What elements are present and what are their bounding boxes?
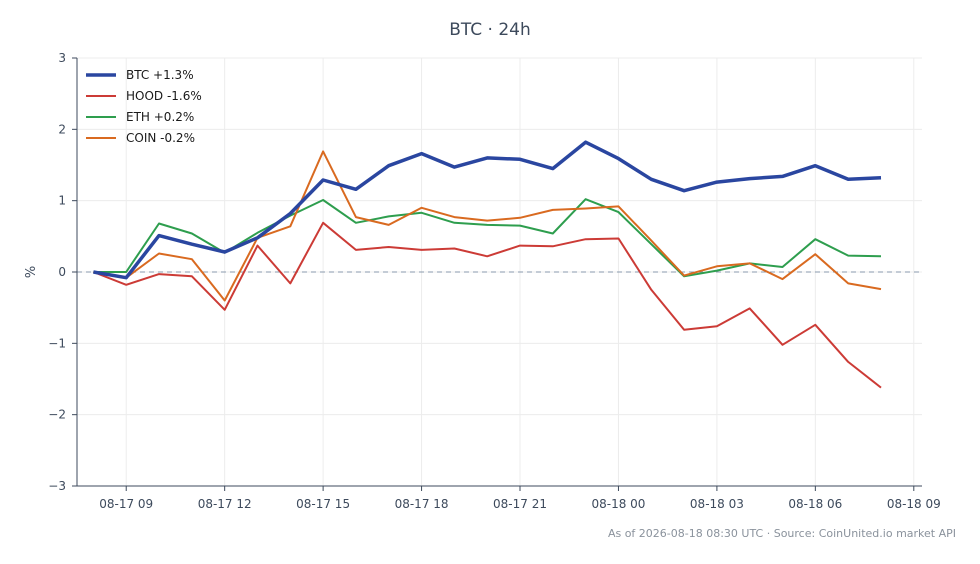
legend-label-coin: COIN -0.2% bbox=[126, 131, 195, 145]
x-tick-label: 08-18 00 bbox=[591, 497, 645, 511]
footer-source: As of 2026-08-18 08:30 UTC · Source: Coi… bbox=[607, 527, 956, 540]
x-tick-label: 08-17 18 bbox=[395, 497, 449, 511]
y-tick-label: −3 bbox=[48, 479, 66, 493]
y-axis-label: % bbox=[24, 266, 39, 278]
y-tick-label: 0 bbox=[58, 265, 66, 279]
series-line-hood bbox=[93, 221, 882, 389]
legend-label-btc: BTC +1.3% bbox=[126, 68, 194, 82]
x-tick-label: 08-17 12 bbox=[198, 497, 252, 511]
x-tick-label: 08-17 15 bbox=[296, 497, 350, 511]
legend-label-hood: HOOD -1.6% bbox=[126, 89, 202, 103]
x-tick-label: 08-18 03 bbox=[690, 497, 744, 511]
x-tick-label: 08-18 06 bbox=[788, 497, 842, 511]
legend-label-eth: ETH +0.2% bbox=[126, 110, 194, 124]
x-tick-label: 08-17 09 bbox=[99, 497, 153, 511]
y-tick-label: 3 bbox=[58, 51, 66, 65]
y-tick-label: −1 bbox=[48, 336, 66, 350]
y-tick-label: 1 bbox=[58, 194, 66, 208]
series-line-coin bbox=[93, 150, 882, 302]
x-tick-label: 08-18 09 bbox=[887, 497, 941, 511]
x-tick-label: 08-17 21 bbox=[493, 497, 547, 511]
chart-title: BTC · 24h bbox=[449, 20, 531, 40]
series-line-eth bbox=[93, 198, 882, 278]
series-line-btc bbox=[93, 140, 882, 280]
y-tick-label: 2 bbox=[58, 122, 66, 136]
y-tick-label: −2 bbox=[48, 408, 66, 422]
